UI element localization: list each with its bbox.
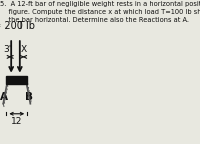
- Text: B: B: [25, 92, 33, 102]
- Text: 12: 12: [11, 117, 22, 126]
- Bar: [6, 76, 27, 84]
- Text: P = 200 lb: P = 200 lb: [0, 21, 35, 31]
- Text: A: A: [0, 92, 8, 102]
- Text: T: T: [17, 21, 23, 31]
- Text: X: X: [21, 45, 27, 54]
- Text: 3': 3': [4, 45, 12, 54]
- Text: 5.  A 12-ft bar of negligible weight rests in a horizontal position on smooth in: 5. A 12-ft bar of negligible weight rest…: [0, 1, 200, 23]
